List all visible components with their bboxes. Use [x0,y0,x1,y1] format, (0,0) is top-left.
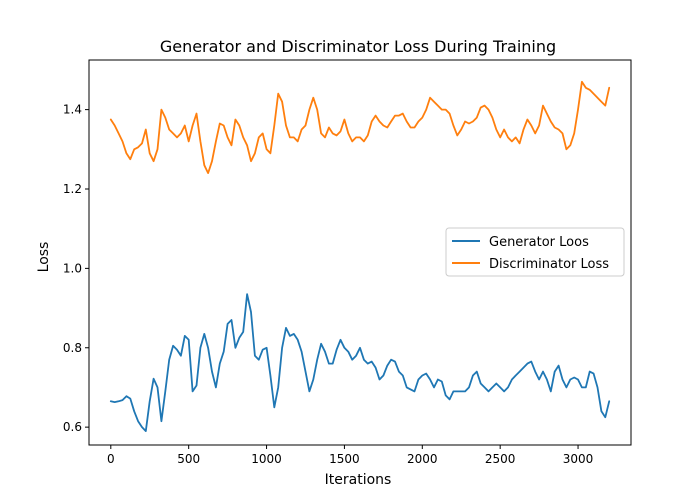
y-tick-label: 1.2 [63,182,82,196]
series-layer [109,80,611,432]
series-line-generator [109,293,611,432]
y-tick-label: 0.8 [63,341,82,355]
y-tick-label: 1.4 [63,103,82,117]
x-tick-label: 1000 [251,452,282,466]
legend: Generator Loos Discriminator Loss [445,227,625,277]
chart-title: Generator and Discriminator Loss During … [160,37,556,56]
y-axis-label: Loss [36,242,52,273]
x-axis-label: Iterations [325,472,392,488]
axes-frame [88,59,632,446]
series-line-discriminator [109,80,611,174]
axes: 0 500 1000 1500 2000 2500 3000 0.6 0.8 1.0 1.2 1.4 [63,59,632,466]
x-tick-label: 2000 [407,452,438,466]
legend-label: Generator Loos [489,235,589,250]
x-tick-label: 3000 [563,452,594,466]
x-tick-label: 500 [177,452,200,466]
legend-box [445,227,625,277]
x-tick-label: 0 [107,452,115,466]
legend-label: Discriminator Loss [489,257,609,272]
y-tick-label: 1.0 [63,261,82,275]
x-tick-label: 1500 [329,452,360,466]
y-tick-label: 0.6 [63,420,82,434]
x-tick-label: 2500 [485,452,516,466]
